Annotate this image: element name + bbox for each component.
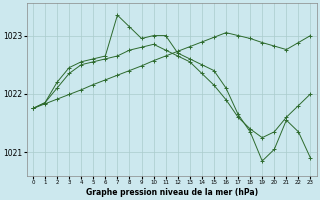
X-axis label: Graphe pression niveau de la mer (hPa): Graphe pression niveau de la mer (hPa) (86, 188, 258, 197)
